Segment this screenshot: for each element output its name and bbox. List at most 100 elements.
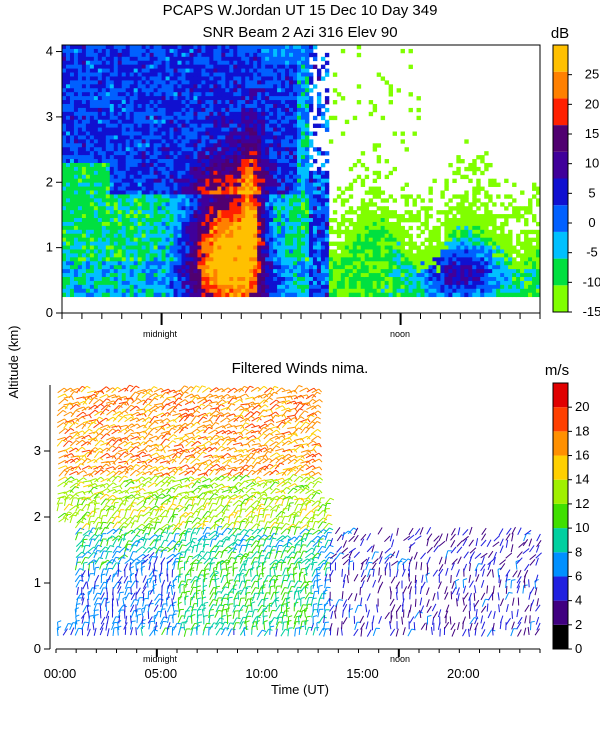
snr-cell [324,72,330,77]
snr-cell [269,96,274,101]
snr-cell [301,143,306,148]
snr-cell [312,115,318,121]
snr-cell [408,245,413,250]
snr-cell [129,265,135,270]
snr-cell [368,265,374,270]
snr-cell [237,147,242,152]
snr-cell [404,273,409,278]
snr-cell [261,214,266,219]
snr-cell [173,174,178,180]
snr-cell [452,257,457,262]
snr-cell [73,135,79,140]
snr-cell [65,265,71,270]
snr-cell [460,221,465,227]
snr-cell [364,233,370,239]
snr-cell [93,229,99,235]
snr-cell [133,214,139,219]
snr-cell [133,48,139,54]
snr-cell [320,76,326,81]
snr-cell [217,280,222,286]
snr-cell [301,182,306,187]
snr-cell [161,194,166,199]
snr-cell [149,84,155,89]
snr-cell [121,123,127,128]
snr-cell [117,245,123,250]
snr-cell [440,221,445,227]
snr-cell [452,221,457,227]
snr-cell [189,202,194,207]
snr-cell [97,155,103,160]
snr-cell [185,127,190,132]
snr-cell [344,241,350,246]
snr-cell [237,170,242,176]
snr-cell [197,225,202,231]
snr-cell [229,241,234,246]
snr-cell [404,249,409,254]
snr-cell [440,190,445,195]
snr-cell [328,253,334,258]
snr-cell [181,237,186,243]
snr-cell [161,72,166,77]
snr-cell [193,229,198,235]
snr-cell [197,166,202,172]
snr-cell [197,107,202,113]
snr-cell [237,76,242,81]
snr-cell [352,273,358,278]
snr-cell [424,265,429,270]
snr-cell [105,280,111,286]
snr-cell [181,135,186,140]
snr-cell [161,170,166,176]
snr-cell [285,178,290,184]
snr-cell [185,233,190,239]
snr-cell [125,147,131,152]
snr-cell [241,151,246,156]
snr-cell [301,76,306,81]
snr-cell [304,123,310,128]
snr-cell [85,127,91,132]
snr-cell [137,139,143,144]
snr-cell [308,76,314,81]
snr-cell [281,269,286,274]
snr-cell [209,170,214,176]
snr-cell [173,237,178,243]
snr-cell [193,210,198,215]
snr-cell [93,45,99,50]
snr-cell [169,174,174,180]
snr-cell [105,151,111,156]
snr-cell [129,151,135,156]
snr-cell [293,202,298,207]
snr-cell [233,182,238,187]
snr-cell [372,225,378,231]
snr-cell [408,265,413,270]
snr-cell [89,178,95,184]
snr-cell [153,151,158,156]
snr-cell [81,155,87,160]
snr-cell [137,155,143,160]
snr-cell [62,253,67,258]
snr-cell [380,221,386,227]
snr-cell [157,155,162,160]
snr-cell [141,190,147,195]
snr-cell [237,107,242,113]
snr-cell [185,92,190,97]
snr-cell [233,111,238,117]
snr-cell [281,229,286,235]
snr-cell [189,135,194,140]
snr-cell [205,60,210,66]
snr-cell [97,237,103,243]
snr-cell [221,249,226,254]
snr-cell [89,249,95,254]
snr-cell [221,170,226,176]
snr-cell [233,107,238,113]
snr-cell [185,190,190,195]
snr-cell [117,135,123,140]
snr-cell [201,88,206,93]
snr-cell [153,72,158,77]
snr-cell [440,241,445,246]
snr-cell [257,60,262,66]
snr-cell [201,147,206,152]
snr-cell [436,265,441,270]
snr-cell [101,174,107,180]
snr-cell [217,56,222,62]
snr-cell [93,52,99,58]
